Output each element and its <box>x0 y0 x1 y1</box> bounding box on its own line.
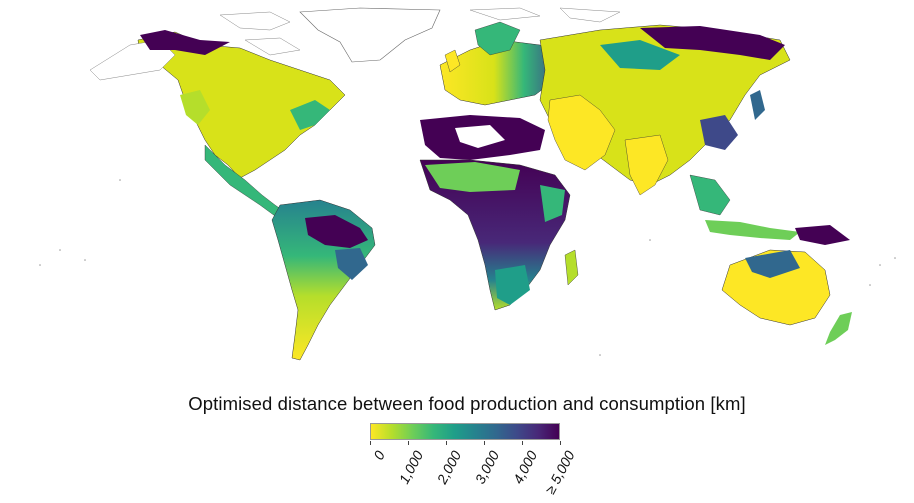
legend-tick-label: 3,000 <box>471 448 503 487</box>
new-zealand-region <box>825 312 852 345</box>
middle-east-region <box>547 94 616 171</box>
australia-region <box>721 249 831 326</box>
north-africa-white-gaps <box>455 125 505 148</box>
greenland-region <box>299 7 441 63</box>
legend-tick-label: 1,000 <box>395 448 427 487</box>
legend-tick <box>483 441 485 445</box>
scandinavia-region <box>474 21 521 56</box>
legend-color-bar <box>370 423 560 440</box>
madagascar-region <box>564 249 579 286</box>
legend-tick <box>445 441 447 445</box>
southeast-asia-region <box>689 174 731 216</box>
world-map <box>39 7 896 361</box>
island-dots <box>39 179 896 356</box>
siberia-teal <box>600 40 680 70</box>
north-america-arctic-purple <box>140 30 230 55</box>
australia-north-blue <box>745 250 800 278</box>
brazil-east-blue <box>335 248 368 280</box>
legend-tick-label: 2,000 <box>433 448 465 487</box>
legend-tick-label: 0 <box>370 448 388 463</box>
arctic-islands <box>219 7 621 56</box>
japan-region <box>750 90 765 120</box>
legend-tick-label: ≥ 5,000 <box>541 448 578 497</box>
new-guinea-region <box>795 225 850 245</box>
india-region <box>624 134 669 196</box>
legend-tick <box>521 441 523 445</box>
southern-africa-teal <box>495 265 530 305</box>
sahel-green <box>425 162 520 192</box>
north-america-east-teal <box>290 100 330 130</box>
legend-tick <box>559 441 561 445</box>
uk-region <box>444 49 461 73</box>
legend-title: Optimised distance between food producti… <box>188 393 746 414</box>
amazon-purple <box>305 215 368 248</box>
siberia-purple <box>640 26 785 60</box>
legend-tick <box>407 441 409 445</box>
china-east-blue <box>700 115 738 150</box>
indonesia-region <box>705 220 800 240</box>
north-america-west-green <box>180 90 210 125</box>
legend-tick-label: 4,000 <box>509 448 541 487</box>
legend-tick <box>369 441 371 445</box>
east-africa-green <box>540 185 565 222</box>
